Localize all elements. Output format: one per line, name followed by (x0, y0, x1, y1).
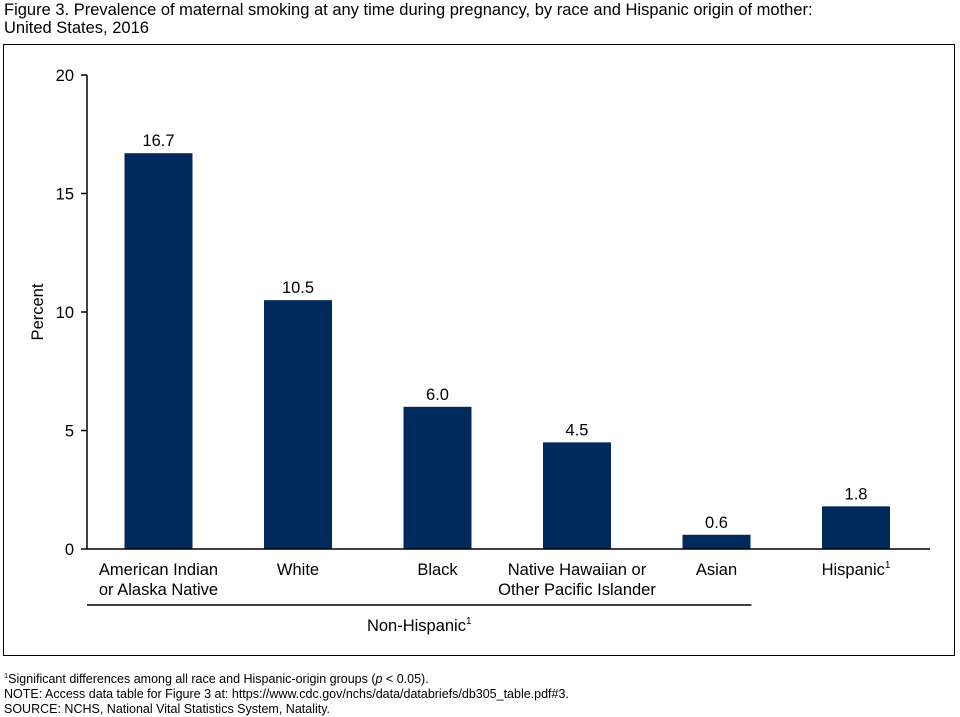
chart-title: Figure 3. Prevalence of maternal smoking… (4, 1, 944, 37)
x-category-label: American Indian (99, 561, 218, 579)
bar (543, 442, 611, 549)
x-category-label: Black (417, 561, 458, 579)
bar (682, 534, 751, 549)
bar-value-label: 0.6 (705, 514, 728, 532)
chart-title-line-2: United States, 2016 (4, 19, 149, 37)
x-category-superscript: 1 (885, 560, 891, 571)
footnote-significance-text-end: < 0.05). (382, 672, 429, 687)
y-axis-label: Percent (29, 283, 47, 340)
bar-value-label: 16.7 (142, 132, 174, 150)
group-label: Non-Hispanic1 (367, 616, 472, 635)
bar-value-label: 1.8 (845, 485, 868, 503)
chart-frame (3, 44, 955, 656)
bar-value-label: 10.5 (282, 279, 314, 297)
footnote-source: SOURCE: NCHS, National Vital Statistics … (4, 702, 331, 717)
bar (264, 300, 332, 549)
y-tick-label: 0 (65, 541, 74, 559)
bar (403, 406, 472, 549)
y-tick-label: 20 (56, 67, 74, 85)
footnote-note: NOTE: Access data table for Figure 3 at:… (4, 687, 569, 702)
x-category-label: or Alaska Native (99, 581, 218, 599)
y-tick-label: 5 (65, 423, 74, 441)
x-category-label: Other Pacific Islander (498, 581, 656, 599)
bar-value-label: 4.5 (566, 421, 589, 439)
bar (822, 506, 890, 549)
x-category-label: Hispanic1 (822, 560, 891, 579)
x-category-label: Native Hawaiian or (508, 561, 647, 579)
footnote-significance: 1Significant differences among all race … (4, 668, 569, 687)
footnotes: 1Significant differences among all race … (4, 668, 569, 717)
footnote-p-symbol: p (375, 672, 383, 687)
group-label-superscript: 1 (466, 616, 472, 627)
footnote-marker: 1 (4, 671, 9, 680)
bar-chart: 0 5 10 15 20 Percent 16.7 10.5 6.0 4.5 0.6 1.8 Ame… (29, 67, 930, 635)
bar (124, 153, 193, 549)
x-category-label: Asian (696, 561, 737, 579)
y-tick-label: 10 (56, 304, 74, 322)
bar-value-label: 6.0 (426, 386, 449, 404)
x-category-label: White (277, 561, 319, 579)
footnote-significance-text-start: Significant differences among all race a… (8, 672, 376, 687)
y-tick-label: 15 (56, 186, 74, 204)
chart-title-line-1: Figure 3. Prevalence of maternal smoking… (4, 1, 813, 19)
